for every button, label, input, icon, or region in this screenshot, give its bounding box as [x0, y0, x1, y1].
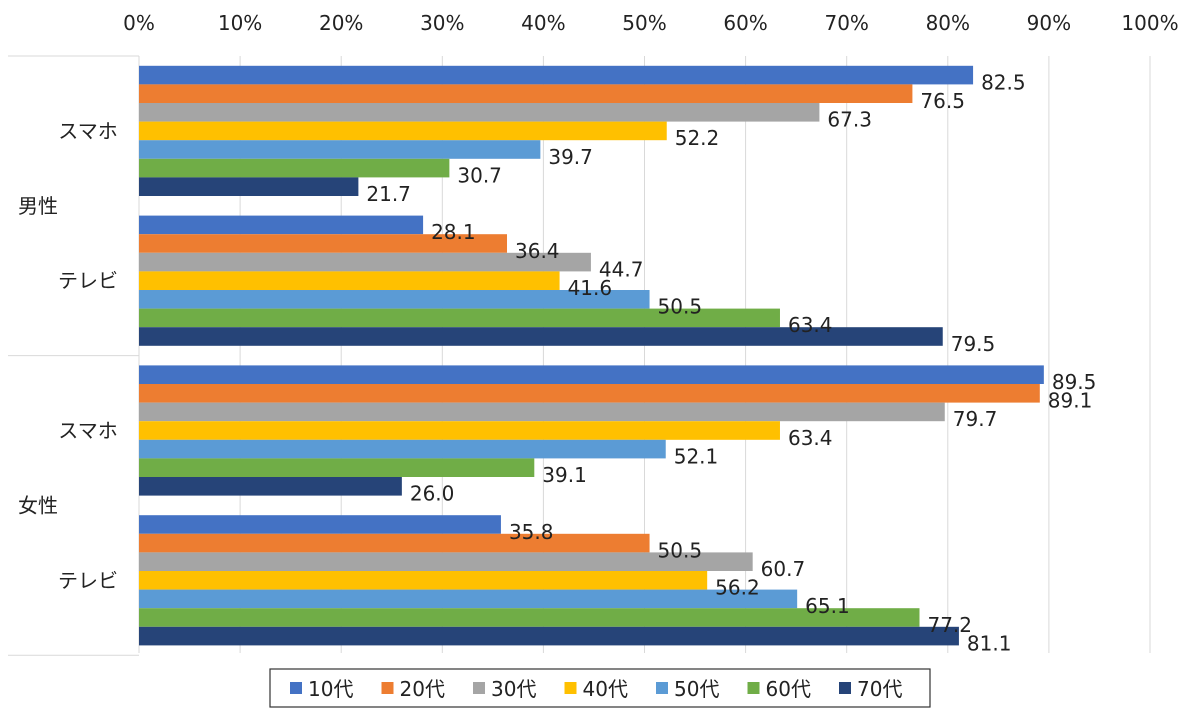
data-label: 36.4	[515, 239, 560, 263]
bar	[139, 271, 560, 290]
data-label: 82.5	[981, 70, 1026, 94]
data-label: 52.2	[675, 126, 720, 150]
bar	[139, 458, 535, 477]
x-tick-label: 100%	[1121, 11, 1178, 35]
bar	[139, 515, 501, 534]
data-label: 50.5	[658, 295, 703, 319]
bar	[139, 421, 780, 440]
data-label: 89.1	[1048, 389, 1093, 413]
group-label: 男性	[18, 194, 58, 218]
data-label: 39.1	[542, 463, 587, 487]
category-label: スマホ	[58, 119, 117, 143]
data-label: 44.7	[599, 257, 644, 281]
bar	[139, 626, 959, 646]
legend-swatch	[747, 682, 760, 694]
legend-label: 10代	[308, 677, 353, 701]
bar	[139, 327, 943, 346]
bar	[139, 140, 541, 159]
legend-label: 60代	[766, 677, 811, 701]
x-tick-label: 80%	[926, 11, 970, 35]
bar	[139, 290, 650, 309]
legend-swatch	[290, 682, 302, 694]
data-label: 67.3	[827, 108, 872, 132]
data-label: 50.5	[658, 538, 703, 562]
legend-swatch	[381, 682, 394, 694]
data-label: 41.6	[568, 276, 613, 300]
bar	[139, 215, 424, 235]
group-label: 女性	[18, 493, 58, 517]
data-label: 39.7	[548, 145, 593, 169]
data-label: 60.7	[761, 557, 806, 581]
data-label: 35.8	[509, 520, 554, 544]
bar	[139, 552, 753, 571]
bar	[139, 252, 591, 272]
data-label: 77.2	[927, 613, 972, 637]
x-tick-label: 50%	[622, 11, 666, 35]
legend-label: 20代	[400, 677, 445, 701]
data-label: 30.7	[457, 163, 502, 187]
legend-label: 30代	[491, 677, 536, 701]
bar	[139, 84, 913, 103]
x-tick-label: 30%	[420, 11, 464, 35]
legend-swatch	[656, 682, 668, 694]
legend: 10代 20代 30代 40代 50代 60代 70代	[269, 668, 931, 708]
legend-swatch	[839, 682, 851, 694]
legend-label: 70代	[857, 677, 902, 701]
category-label: スマホ	[58, 419, 117, 443]
bar	[139, 571, 708, 590]
bar	[139, 477, 402, 496]
bar	[139, 608, 920, 627]
data-label: 28.1	[431, 220, 476, 244]
bar	[139, 234, 508, 253]
x-tick-label: 0%	[123, 11, 155, 35]
data-label: 56.2	[715, 576, 760, 600]
data-label: 81.1	[967, 631, 1012, 655]
bar	[139, 177, 359, 196]
x-tick-label: 70%	[824, 11, 868, 35]
category-label: テレビ	[58, 568, 118, 592]
bar	[139, 402, 945, 422]
data-label: 65.1	[805, 594, 850, 618]
bar	[139, 533, 650, 553]
data-label: 79.5	[951, 332, 996, 356]
x-tick-label: 10%	[218, 11, 262, 35]
x-tick-label: 60%	[723, 11, 767, 35]
data-label: 63.4	[788, 313, 833, 337]
bar	[139, 384, 1040, 403]
bar	[139, 103, 820, 122]
legend-label: 50代	[674, 677, 719, 701]
data-label: 63.4	[788, 426, 833, 450]
x-tick-label: 20%	[319, 11, 363, 35]
bar	[139, 158, 450, 178]
bar	[139, 439, 666, 459]
legend-swatch	[473, 682, 485, 694]
bar	[139, 308, 780, 328]
x-tick-label: 90%	[1027, 11, 1071, 35]
data-label: 21.7	[366, 182, 411, 206]
legend-swatch	[564, 682, 577, 694]
bar	[139, 589, 798, 609]
x-axis-ticks: 0% 10% 20% 30% 40% 50% 60% 70% 80% 90% 100%	[123, 11, 1178, 35]
bar	[139, 121, 667, 141]
x-tick-label: 40%	[521, 11, 565, 35]
data-label: 79.7	[953, 407, 998, 431]
data-label: 89.5	[1052, 370, 1097, 394]
legend-box	[269, 668, 931, 708]
category-label: テレビ	[58, 269, 118, 293]
legend-label: 40代	[583, 677, 628, 701]
data-label: 76.5	[920, 89, 965, 113]
data-label: 26.0	[410, 482, 455, 506]
bars	[139, 65, 1044, 646]
data-label: 52.1	[674, 444, 719, 468]
data-labels: 82.5 76.5 67.3 52.2 39.7 30.7 21.7 28.1 36.4 44.7…	[366, 70, 1096, 655]
bar	[139, 365, 1044, 384]
bar	[139, 65, 974, 85]
